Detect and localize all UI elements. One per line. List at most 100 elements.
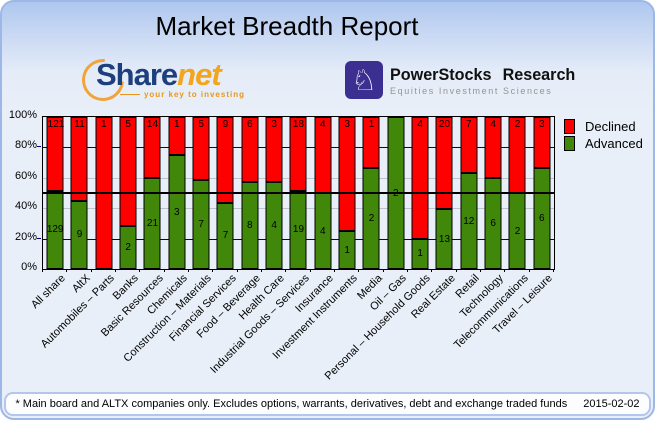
advanced-segment: 7	[192, 180, 210, 269]
advanced-value: 6	[539, 212, 545, 224]
advanced-segment: 13	[435, 209, 453, 269]
declined-segment: 1	[168, 117, 186, 155]
y-tick-40: 40%	[14, 200, 37, 212]
y-tickmark-80	[37, 146, 41, 147]
y-tickmark-20	[37, 238, 41, 239]
declined-value: 1	[174, 119, 180, 130]
bar-altx: 11 9	[67, 117, 91, 269]
x-tickmark	[358, 269, 360, 272]
declined-value: 1	[101, 119, 107, 130]
legend-item-advanced: Advanced	[564, 135, 643, 152]
declined-value: 20	[438, 119, 451, 130]
advanced-value: 12	[463, 215, 475, 227]
knight-chess-icon: ♘	[345, 61, 383, 99]
sharenet-wordmark: Sharenet	[96, 57, 222, 93]
advanced-value: 1	[417, 248, 423, 260]
declined-value: 1	[368, 119, 375, 130]
plot-area: 1211291191521421135797683418194431122412…	[42, 116, 555, 270]
advanced-value: 7	[222, 230, 229, 242]
declined-value: 7	[466, 119, 472, 130]
declined-value: 6	[247, 119, 253, 130]
powerstocks-title: PowerStocks Research	[390, 64, 576, 84]
declined-value: 2	[514, 119, 521, 130]
powerstocks-subtitle: Equities Investment Sciences	[390, 85, 553, 96]
declined-segment: 4	[314, 117, 332, 193]
x-tickmark	[334, 269, 335, 272]
x-tickmark	[285, 269, 287, 272]
declined-segment: 18	[289, 117, 307, 191]
x-tickmark	[261, 269, 262, 272]
declined-segment: 9	[216, 117, 234, 203]
powerstocks-logo: ♘ PowerStocks Research Equities Investme…	[345, 60, 585, 100]
advanced-value: 2	[514, 225, 521, 237]
declined-segment: 5	[119, 117, 137, 226]
report-date: 2015-02-02	[583, 398, 640, 410]
advanced-segment: 2	[362, 167, 380, 269]
bar-basic-resources: 14 21	[140, 117, 164, 269]
declined-value: 4	[417, 119, 423, 130]
x-tickmark	[504, 269, 506, 272]
x-tickmark	[528, 269, 530, 272]
advanced-value: 3	[174, 206, 180, 218]
advanced-segment: 12	[460, 173, 478, 269]
declined-segment: 121	[46, 117, 64, 191]
advanced-value: 1	[344, 244, 350, 256]
bar-all-share: 121 129	[43, 117, 67, 269]
advanced-segment: 9	[70, 200, 88, 269]
declined-label: Declined	[585, 119, 636, 134]
x-tickmark	[236, 269, 238, 272]
x-tickmark	[382, 269, 384, 272]
advanced-value: 129	[46, 224, 64, 236]
x-tickmark	[212, 269, 214, 272]
x-tickmark	[163, 269, 165, 272]
declined-segment: 6	[241, 117, 259, 183]
chart: 0% 20% 40% 60% 80% 100% 121 129 11 9 1 5 2 14 21…	[2, 2, 653, 418]
advanced-segment: 6	[533, 167, 551, 269]
declined-segment: 14	[143, 117, 161, 178]
advanced-segment: 4	[265, 182, 283, 269]
advanced-segment: 6	[484, 177, 502, 269]
x-tickmark	[553, 269, 554, 272]
declined-segment: 7	[460, 117, 478, 173]
y-tick-100: 100%	[8, 109, 37, 121]
declined-segment: 1	[362, 117, 380, 168]
x-tickmark	[66, 269, 68, 272]
advanced-segment: 4	[314, 193, 332, 269]
x-tickmark	[42, 269, 43, 272]
advanced-segment: 1	[338, 231, 356, 269]
advanced-segment: 2	[119, 225, 137, 269]
legend-item-declined: Declined	[564, 118, 643, 135]
x-tickmark	[455, 269, 457, 272]
y-tick-60: 60%	[14, 170, 37, 182]
declined-segment: 4	[484, 117, 502, 178]
declined-segment: 3	[338, 117, 356, 231]
y-tick-0: 0%	[21, 261, 37, 273]
x-tickmark	[480, 269, 481, 272]
advanced-value: 2	[368, 212, 375, 224]
advanced-value: 2	[125, 241, 131, 253]
legend: Declined Advanced	[564, 118, 643, 152]
advanced-segment: 21	[143, 177, 161, 269]
advanced-label: Advanced	[585, 136, 643, 151]
x-tickmark	[115, 269, 116, 272]
advanced-swatch	[564, 136, 575, 151]
advanced-value: 9	[76, 229, 83, 241]
advanced-segment: 2	[508, 193, 526, 269]
advanced-value: 19	[292, 224, 305, 236]
y-tick-80: 80%	[14, 139, 37, 151]
declined-value: 5	[125, 119, 131, 130]
bar-industrial-goods-services: 18 19	[286, 117, 310, 269]
declined-segment: 4	[411, 117, 429, 239]
declined-segment: 11	[70, 117, 88, 201]
advanced-value: 21	[146, 217, 159, 229]
advanced-value: 13	[438, 233, 451, 245]
advanced-segment: 8	[241, 182, 259, 269]
declined-segment: 3	[265, 117, 283, 183]
declined-value: 3	[539, 119, 545, 130]
